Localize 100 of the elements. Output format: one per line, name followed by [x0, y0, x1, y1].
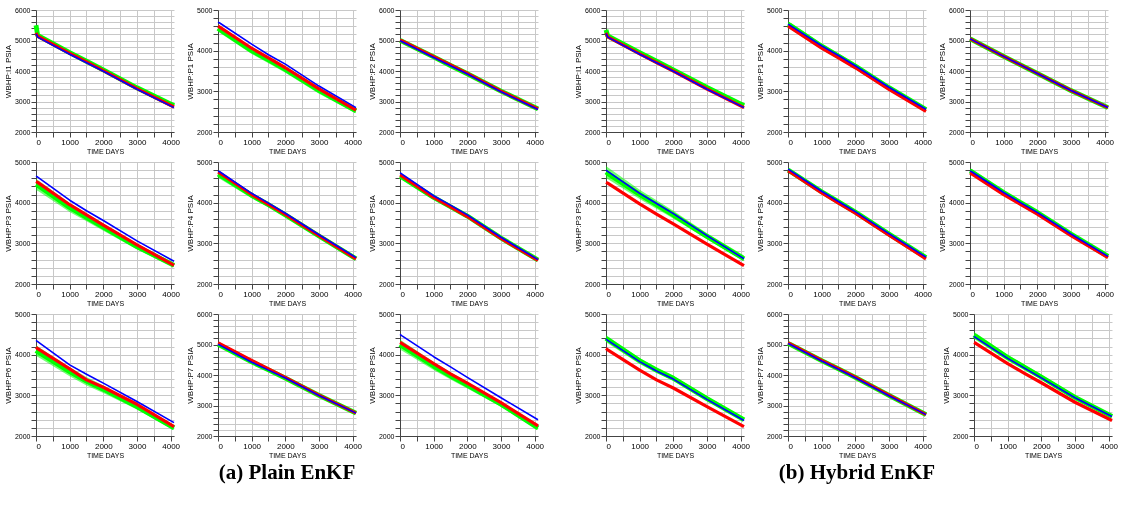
x-tick-label: 4000 [162, 289, 181, 299]
x-tick-label: 3000 [128, 137, 147, 147]
x-tick-label: 0 [36, 289, 42, 299]
x-tick-label: 1000 [243, 441, 262, 451]
x-tick-label: 0 [400, 137, 406, 147]
x-tick-label: 0 [970, 289, 976, 299]
x-tick-label: 1000 [999, 441, 1018, 451]
x-tick-label: 0 [606, 441, 612, 451]
x-tick-label: 4000 [1096, 289, 1115, 299]
x-tick-label: 1000 [243, 137, 262, 147]
y-axis-title: WBHP:P4 PSIA [185, 194, 195, 252]
x-tick-label: 0 [36, 441, 42, 451]
x-tick-label: 2000 [664, 441, 684, 451]
x-tick-label: 3000 [1066, 441, 1085, 451]
x-tick-label: 2000 [1032, 441, 1052, 451]
x-tick-label: 0 [974, 441, 980, 451]
y-axis-title: WBHP:I1 PSIA [3, 44, 13, 99]
x-tick-label: 1000 [425, 137, 444, 147]
text: (b) Hybrid EnKF [778, 460, 936, 484]
x-tick-label: 2000 [94, 441, 114, 451]
x-tick-label: 1000 [813, 137, 832, 147]
y-axis-title: WBHP:P6 PSIA [3, 346, 13, 404]
x-tick-label: 0 [606, 137, 612, 147]
x-tick-label: 2000 [94, 289, 114, 299]
x-tick-label: 3000 [1062, 137, 1081, 147]
x-tick-label: 3000 [880, 289, 899, 299]
x-tick-label: 0 [606, 289, 612, 299]
x-tick-label: 3000 [310, 137, 329, 147]
x-tick-label: 1000 [243, 289, 262, 299]
x-tick-label: 4000 [162, 441, 181, 451]
x-tick-label: 4000 [732, 441, 751, 451]
x-tick-label: 2000 [276, 289, 296, 299]
x-tick-label: 2000 [276, 137, 296, 147]
x-tick-label: 3000 [698, 441, 717, 451]
x-tick-label: 4000 [526, 289, 545, 299]
x-tick-label: 3000 [310, 441, 329, 451]
x-tick-label: 1000 [813, 441, 832, 451]
y-axis-title: WBHP:I1 PSIA [573, 44, 583, 99]
x-tick-label: 0 [788, 137, 794, 147]
x-tick-label: 1000 [425, 441, 444, 451]
x-tick-label: 2000 [458, 137, 478, 147]
x-tick-label: 1000 [61, 441, 80, 451]
x-tick-label: 2000 [276, 441, 296, 451]
y-axis-title: WBHP:P2 PSIA [937, 42, 947, 100]
x-tick-label: 2000 [664, 289, 684, 299]
y-axis-title: WBHP:P3 PSIA [3, 194, 13, 252]
x-tick-label: 0 [218, 289, 224, 299]
y-axis-title: WBHP:P6 PSIA [573, 346, 583, 404]
text: (a) Plain EnKF [218, 460, 356, 484]
y-axis-title: WBHP:P7 PSIA [185, 346, 195, 404]
y-axis-title: WBHP:P5 PSIA [937, 194, 947, 252]
x-tick-label: 3000 [880, 441, 899, 451]
x-tick-label: 4000 [344, 441, 363, 451]
x-tick-label: 0 [400, 289, 406, 299]
y-axis-title: WBHP:P4 PSIA [755, 194, 765, 252]
y-axis-title: WBHP:P8 PSIA [367, 346, 377, 404]
x-tick-label: 4000 [914, 137, 933, 147]
x-tick-label: 3000 [128, 441, 147, 451]
x-tick-label: 0 [218, 137, 224, 147]
x-tick-label: 0 [970, 137, 976, 147]
x-tick-label: 0 [788, 441, 794, 451]
x-tick-label: 4000 [732, 137, 751, 147]
x-tick-label: 2000 [94, 137, 114, 147]
x-tick-label: 2000 [458, 441, 478, 451]
x-tick-label: 0 [36, 137, 42, 147]
x-tick-label: 2000 [1028, 137, 1048, 147]
y-axis-title: WBHP:P1 PSIA [755, 42, 765, 100]
y-axis-title: WBHP:P8 PSIA [941, 346, 951, 404]
y-axis-title: WBHP:P7 PSIA [755, 346, 765, 404]
x-tick-label: 3000 [1062, 289, 1081, 299]
x-tick-label: 1000 [813, 289, 832, 299]
x-tick-label: 1000 [631, 289, 650, 299]
x-tick-label: 0 [788, 289, 794, 299]
x-tick-label: 2000 [846, 441, 866, 451]
y-axis-title: WBHP:P3 PSIA [573, 194, 583, 252]
x-tick-label: 2000 [458, 289, 478, 299]
x-tick-label: 3000 [492, 137, 511, 147]
x-tick-label: 3000 [880, 137, 899, 147]
x-tick-label: 4000 [344, 137, 363, 147]
x-tick-label: 4000 [344, 289, 363, 299]
x-tick-label: 1000 [995, 289, 1014, 299]
x-tick-label: 4000 [162, 137, 181, 147]
x-tick-label: 3000 [310, 289, 329, 299]
x-tick-label: 4000 [914, 441, 933, 451]
x-tick-label: 3000 [698, 289, 717, 299]
x-tick-label: 2000 [846, 289, 866, 299]
y-axis-title: WBHP:P1 PSIA [185, 42, 195, 100]
x-tick-label: 0 [218, 441, 224, 451]
y-axis-title: WBHP:P5 PSIA [367, 194, 377, 252]
x-tick-label: 2000 [1028, 289, 1048, 299]
x-tick-label: 4000 [732, 289, 751, 299]
x-tick-label: 4000 [526, 137, 545, 147]
x-tick-label: 1000 [61, 289, 80, 299]
x-tick-label: 4000 [914, 289, 933, 299]
x-tick-label: 3000 [492, 289, 511, 299]
x-tick-label: 3000 [128, 289, 147, 299]
x-tick-label: 2000 [846, 137, 866, 147]
x-tick-label: 4000 [1100, 441, 1119, 451]
x-tick-label: 1000 [631, 441, 650, 451]
x-tick-label: 1000 [61, 137, 80, 147]
